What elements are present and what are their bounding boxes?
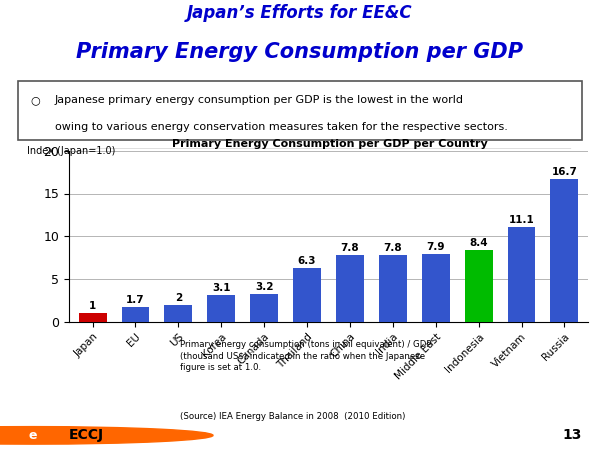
Bar <box>379 255 407 322</box>
Text: 2: 2 <box>175 292 182 302</box>
Text: 1.7: 1.7 <box>126 295 145 305</box>
Text: 7.8: 7.8 <box>341 243 359 253</box>
Bar <box>508 227 535 322</box>
Text: 11.1: 11.1 <box>509 215 535 225</box>
Text: 16.7: 16.7 <box>551 167 577 177</box>
Text: Primary Energy Consumption per GDP: Primary Energy Consumption per GDP <box>77 42 523 62</box>
Circle shape <box>0 427 213 444</box>
Bar <box>208 295 235 322</box>
Text: e: e <box>29 429 37 442</box>
Text: Primary Energy Consumption per GDP per Country: Primary Energy Consumption per GDP per C… <box>172 140 488 149</box>
Text: Primary energy consumption (tons in oil equivalent) / GDP
(thousand US$) indicat: Primary energy consumption (tons in oil … <box>180 340 431 372</box>
Bar <box>79 313 107 322</box>
Text: (Source) IEA Energy Balance in 2008  (2010 Edition): (Source) IEA Energy Balance in 2008 (201… <box>180 412 406 421</box>
Bar <box>464 250 493 322</box>
Text: 6.3: 6.3 <box>298 256 316 266</box>
Text: 3.1: 3.1 <box>212 283 230 293</box>
Bar <box>422 254 449 322</box>
Bar <box>293 268 321 322</box>
Text: 1: 1 <box>89 301 96 311</box>
Text: Index (Japan=1.0): Index (Japan=1.0) <box>27 146 115 156</box>
Text: 8.4: 8.4 <box>469 238 488 248</box>
Text: 3.2: 3.2 <box>255 282 274 292</box>
Text: owing to various energy conservation measures taken for the respective sectors.: owing to various energy conservation mea… <box>55 122 508 132</box>
Bar <box>336 255 364 322</box>
Bar <box>122 307 149 322</box>
Bar <box>164 305 193 322</box>
FancyBboxPatch shape <box>18 81 582 140</box>
Bar <box>250 294 278 322</box>
Text: Japan’s Efforts for EE&C: Japan’s Efforts for EE&C <box>187 4 413 22</box>
Text: 7.8: 7.8 <box>383 243 402 253</box>
Text: 13: 13 <box>563 428 582 442</box>
Text: 7.9: 7.9 <box>427 242 445 252</box>
Text: ○: ○ <box>31 96 40 106</box>
Bar <box>550 179 578 322</box>
Text: ECCJ: ECCJ <box>69 428 104 442</box>
Text: Japanese primary energy consumption per GDP is the lowest in the world: Japanese primary energy consumption per … <box>55 95 464 105</box>
